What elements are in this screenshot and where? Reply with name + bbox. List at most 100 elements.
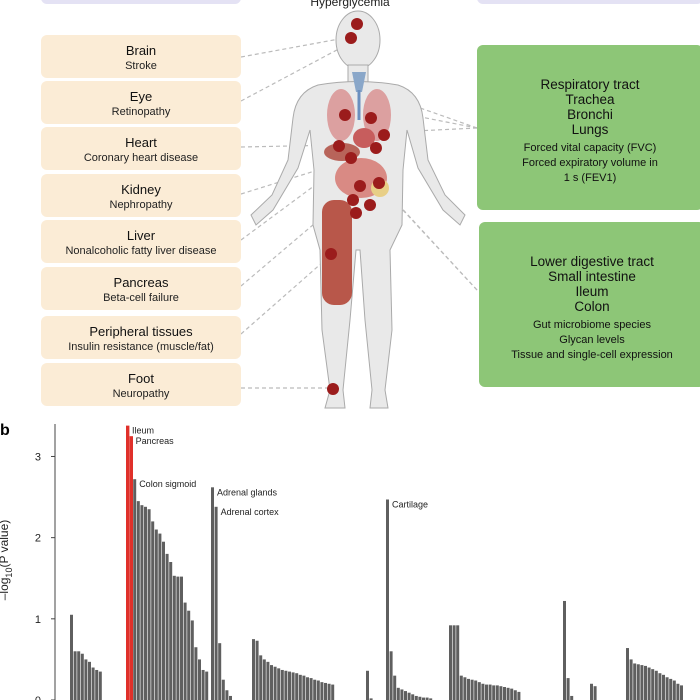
- bar: [327, 683, 331, 700]
- organ-detail: Stroke: [125, 60, 157, 72]
- bar: [503, 687, 506, 700]
- bar: [658, 673, 662, 700]
- bar: [183, 602, 187, 700]
- bar-annotation: Cartilage: [392, 499, 428, 509]
- bar: [331, 684, 335, 700]
- organ-detail: Nephropathy: [109, 199, 173, 211]
- bar: [298, 674, 302, 700]
- panel-label: b: [0, 422, 10, 439]
- bar: [133, 479, 137, 700]
- bar: [626, 648, 629, 700]
- organ-box-pancreas: Pancreas Beta-cell failure: [41, 267, 241, 310]
- bar: [211, 487, 214, 700]
- bar: [280, 669, 284, 700]
- bars: [70, 425, 683, 700]
- digestive-heading: Ileum: [575, 284, 609, 299]
- bar: [470, 679, 474, 700]
- bar: [162, 541, 165, 700]
- bar: [172, 575, 176, 700]
- bar: [386, 499, 389, 700]
- organ-name: Foot: [127, 371, 154, 386]
- respiratory-heading: Lungs: [571, 122, 609, 137]
- y-tick-label: 2: [35, 533, 41, 545]
- bar: [291, 672, 295, 700]
- bar: [654, 670, 658, 700]
- digestive-box: Lower digestive tract Small intestine Il…: [479, 222, 700, 387]
- bar: [590, 683, 593, 700]
- bar: [665, 677, 669, 700]
- bar: [672, 680, 676, 700]
- bar-annotation: Pancreas: [136, 436, 175, 446]
- bar: [169, 562, 173, 700]
- digestive-heading: Lower digestive tract: [530, 254, 654, 269]
- digestive-heading: Small intestine: [548, 269, 636, 284]
- respiratory-detail: 1 s (FEV1): [563, 172, 617, 184]
- organ-detail: Nonalcoholic fatty liver disease: [65, 245, 217, 257]
- respiratory-heading: Respiratory tract: [540, 77, 640, 92]
- organ-detail: Coronary heart disease: [83, 152, 199, 164]
- bar-annotation: Adrenal cortex: [221, 507, 280, 517]
- organ-detail: Retinopathy: [111, 106, 171, 118]
- bar: [154, 529, 158, 700]
- top-right-tab: [477, 0, 700, 4]
- bar: [295, 673, 299, 700]
- respiratory-box: Respiratory tract Trachea Bronchi Lungs …: [477, 45, 700, 210]
- y-tick-label: 0: [35, 695, 41, 700]
- bar: [488, 684, 492, 700]
- bar: [566, 678, 570, 700]
- bar: [165, 553, 169, 700]
- bar: [629, 659, 633, 700]
- bar: [218, 643, 222, 700]
- bar: [273, 666, 277, 700]
- organ-name: Brain: [125, 43, 157, 58]
- bar: [676, 683, 680, 700]
- bar: [266, 661, 270, 700]
- bar: [80, 653, 84, 700]
- bar: [633, 663, 637, 700]
- bar: [510, 688, 514, 700]
- bar: [91, 667, 95, 700]
- bar: [95, 669, 99, 700]
- digestive-heading: Colon: [574, 299, 610, 314]
- bar: [422, 697, 425, 700]
- bar: [467, 678, 470, 700]
- bar-annotation: Colon sigmoid: [139, 479, 196, 489]
- bar: [277, 668, 281, 700]
- y-label-sub: 10: [4, 568, 14, 578]
- bar: [158, 533, 162, 700]
- organ-box-kidney: Kidney Nephropathy: [41, 174, 241, 217]
- bar: [640, 665, 644, 700]
- organ-box-peripheral-tissues: Peripheral tissues Insulin resistance (m…: [41, 316, 241, 359]
- organ-box-foot: Foot Neuropathy: [41, 363, 241, 406]
- bar: [404, 691, 407, 700]
- bar: [147, 509, 151, 700]
- bar: [389, 651, 393, 700]
- bar: [513, 690, 517, 700]
- bar: [459, 675, 463, 700]
- bar: [411, 694, 415, 700]
- bar: [270, 665, 273, 700]
- bar: [506, 687, 510, 700]
- bar: [316, 680, 320, 700]
- bar-annotation: Ileum: [132, 426, 154, 436]
- organ-name: Heart: [125, 135, 157, 150]
- digestive-detail: Tissue and single-cell expression: [511, 349, 673, 361]
- top-left-tab: [41, 0, 241, 4]
- bar: [477, 682, 481, 700]
- bar: [393, 675, 397, 700]
- bar: [647, 667, 651, 700]
- bar: [366, 670, 369, 700]
- digestive-detail: Gut microbiome species: [533, 319, 651, 331]
- highlight-bar: [129, 436, 133, 700]
- bar: [495, 685, 499, 700]
- bar: [198, 659, 201, 700]
- y-label-prefix: –log: [0, 578, 11, 601]
- y-axis-label: –log10(P value): [0, 520, 14, 601]
- bar: [651, 669, 655, 700]
- bar: [313, 679, 317, 700]
- bar: [570, 695, 574, 700]
- bar: [88, 661, 91, 700]
- organ-markers: [325, 18, 390, 395]
- bar: [474, 680, 478, 700]
